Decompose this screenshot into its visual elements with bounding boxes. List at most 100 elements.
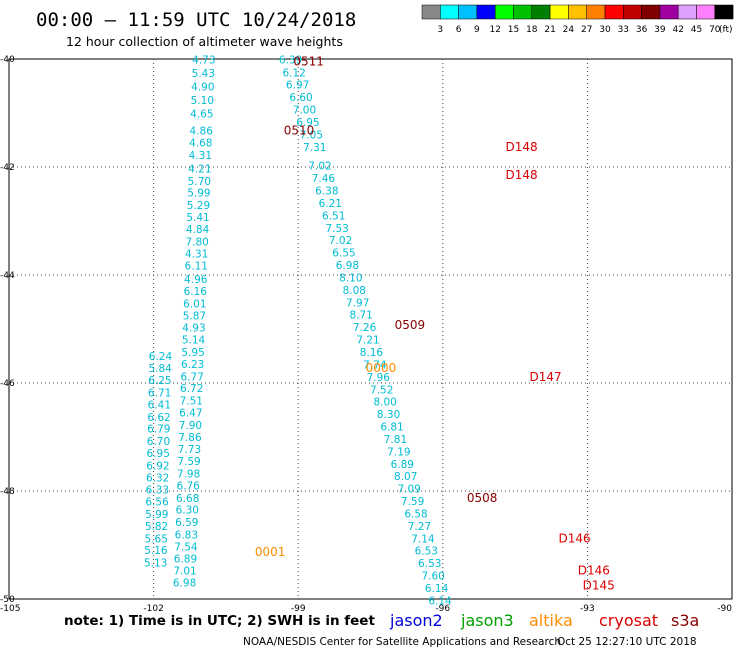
y-tick-label: -42 [0,163,15,173]
swh-value: 5.70 [188,176,211,188]
swh-value: 4.90 [191,81,214,93]
colorbar-label: 30 [599,25,611,35]
legend: jason2 jason3 altika cryosat s3a [389,611,699,630]
colorbar-swatch [641,4,661,20]
swh-value: 6.47 [179,407,202,419]
swh-value: 6.79 [147,424,170,436]
swh-value: 6.25 [148,375,171,387]
swh-value: 6.58 [404,508,427,520]
swh-value: 7.02 [308,161,331,173]
swh-value: 7.96 [367,372,391,384]
swh-value: 6.23 [181,359,204,371]
colorbar-swatch [623,4,642,20]
swh-value: 7.74 [363,359,387,371]
pass-label: 0001 [255,545,286,559]
swh-value: 4.31 [189,150,212,162]
swh-value: 6.77 [180,371,203,383]
swh-value: 6.24 [149,351,173,363]
swh-value: 5.14 [182,335,206,347]
swh-value: 7.02 [329,235,352,247]
colorbar-label: 33 [618,25,629,35]
swh-value: 7.97 [346,297,369,309]
swh-value: 4.86 [190,126,214,138]
swh-value: 4.96 [184,274,208,286]
swh-value: 6.33 [146,485,169,497]
colorbar-swatch [677,4,697,20]
colorbar-label: 18 [526,25,538,35]
swh-value: 7.59 [177,456,200,468]
swh-value: 6.98 [336,260,359,272]
swh-value: 5.65 [145,533,168,545]
colorbar-swatch [458,4,478,20]
pass-label: 0508 [467,491,498,505]
swh-value: 7.21 [356,335,379,347]
swh-value: 7.90 [179,420,202,432]
swh-value: 6.01 [183,298,206,310]
footer-credit: NOAA/NESDIS Center for Satellite Applica… [243,636,561,648]
x-tick-label: -99 [291,604,306,614]
x-tick-label: -93 [580,604,595,614]
pass-label: 0509 [395,318,426,332]
colorbar-swatch [568,4,587,20]
swh-value: 6.95 [147,448,170,460]
swh-value: 5.43 [192,68,215,80]
colorbar-swatch [696,4,716,20]
swh-value: 6.62 [147,412,170,424]
swh-value: 6.89 [391,459,414,471]
y-tick-label: -44 [0,271,15,281]
colorbar-label: 12 [489,25,500,35]
gridlines [9,59,732,599]
swh-value: 4.84 [186,224,210,236]
swh-value: 6.59 [175,517,198,529]
swh-value: 7.73 [178,444,201,456]
swh-value: 6.11 [185,261,208,273]
colorbar-swatch [476,4,496,20]
colorbar-label: 70 [709,25,721,35]
swh-value: 4.73 [192,54,215,66]
pass-label: 0511 [293,54,324,68]
swh-value: 6.38 [315,186,338,198]
swh-value: 4.65 [190,108,213,120]
swh-value: 6.55 [332,248,355,260]
colorbar-swatch [714,4,734,20]
colorbar-swatch [513,4,533,20]
swh-values: 4.735.434.905.104.654.864.684.314.215.70… [144,54,452,607]
swh-value: 5.16 [144,545,168,557]
swh-value: 6.56 [145,497,169,509]
swh-value: 8.08 [343,285,366,297]
y-tick-labels: -40 -42 -44 -46 -48 -50 [0,55,15,605]
swh-value: 7.53 [325,223,348,235]
swh-value: 6.41 [148,399,171,411]
legend-entry: jason2 [389,611,443,630]
swh-value: 5.10 [191,95,214,107]
y-tick-label: -48 [0,487,15,497]
swh-value: 7.46 [312,173,336,185]
colorbar-label: 39 [654,25,666,35]
colorbar-label: 9 [474,25,480,35]
swh-value: 6.53 [418,558,441,570]
colorbar-swatch [421,4,441,20]
swh-value: 8.16 [360,347,384,359]
swh-value: 5.41 [186,212,209,224]
swh-value: 6.60 [289,92,312,104]
swh-value: 6.14 [425,583,449,595]
swh-value: 7.01 [173,566,196,578]
swh-value: 6.95 [296,117,319,129]
swh-value: 6.16 [184,286,208,298]
swh-value: 7.54 [174,541,198,553]
colorbar-label: 36 [636,25,648,35]
swh-value: 6.97 [286,80,309,92]
swh-value: 7.26 [353,322,377,334]
swh-value: 8.71 [349,310,372,322]
swh-value: 6.71 [148,388,171,400]
swh-value: 6.81 [380,422,403,434]
swh-value: 6.98 [173,578,196,590]
colorbar-label: 27 [581,25,592,35]
swh-value: 6.14 [428,595,452,607]
chart-subtitle: 12 hour collection of altimeter wave hei… [66,34,343,49]
swh-value: 7.98 [177,469,200,481]
colorbar-label: 24 [563,25,575,35]
colorbar-label: 42 [672,25,683,35]
swh-value: 6.12 [282,67,305,79]
